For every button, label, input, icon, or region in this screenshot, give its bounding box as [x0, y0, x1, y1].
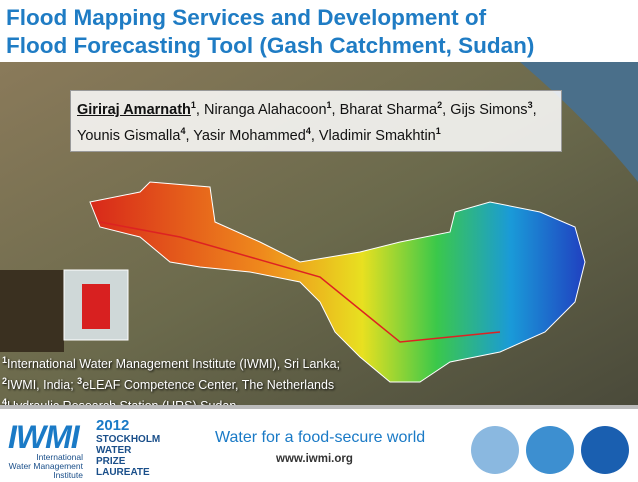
prize-line: 2012: [96, 417, 130, 434]
author-name: Giriraj Amarnath: [77, 101, 191, 118]
river: [99, 221, 501, 343]
inset-map: [82, 284, 110, 329]
logo-circles: [471, 426, 629, 474]
inset-photo: [0, 270, 64, 352]
affil-text: IWMI, India;: [7, 378, 78, 393]
author-name: Vladimir Smakhtin: [318, 127, 436, 144]
prize-line: STOCKHOLM: [96, 434, 161, 445]
author-affil: 2: [437, 100, 443, 110]
separator: ,: [331, 101, 336, 118]
affil-number: 1: [2, 355, 8, 365]
title-line: Flood Forecasting Tool (Gash Catchment, …: [6, 33, 535, 58]
sea: [520, 62, 638, 182]
url: www.iwmi.org: [276, 453, 353, 465]
affiliation-line: 1International Water Management Institut…: [2, 352, 340, 373]
logo: IWMI: [8, 419, 80, 455]
prize: 2012 STOCKHOLM WATER PRIZE LAUREATE: [96, 417, 160, 478]
tagline: Water for a food-secure world: [215, 429, 426, 446]
affil-number: 2: [2, 376, 8, 387]
author-affil: 1: [190, 100, 196, 110]
separator: ,: [195, 101, 200, 118]
logo-line: Institute: [53, 470, 83, 480]
author-name: Bharat Sharma: [339, 101, 438, 118]
separator: ,: [310, 127, 315, 144]
affil-text: eLEAF Competence Center, The Netherlands: [82, 378, 335, 393]
author-affil: 4: [305, 125, 311, 136]
author-name: Niranga Alahacoon: [203, 101, 327, 118]
affil-number: 3: [77, 376, 83, 387]
footer: IWMI International Water Management Instit…: [0, 405, 638, 482]
affiliation-line: 2IWMI, India; 3eLEAF Competence Center, …: [2, 373, 340, 394]
author-affil: 1: [435, 125, 441, 136]
prize-line: WATER: [96, 445, 132, 456]
author-name: Younis Gismalla: [77, 127, 181, 144]
title: Flood Mapping Services and Development o…: [6, 4, 534, 60]
separator: ,: [185, 127, 190, 144]
author-name: Gijs Simons: [450, 101, 528, 118]
separator: ,: [442, 101, 447, 118]
author-affil: 1: [326, 100, 332, 110]
prize-line: LAUREATE: [96, 467, 150, 478]
catchment: [89, 181, 586, 383]
title-line: Flood Mapping Services and Development o…: [6, 5, 487, 30]
author-affil: 3: [527, 100, 533, 110]
logo-text: International Water Management Institute: [8, 453, 83, 480]
affil-number: 4: [2, 397, 8, 408]
affil-text: International Water Management Institute…: [7, 357, 341, 372]
author-box: Giriraj Amarnath1, Niranga Alahacoon1, B…: [70, 90, 562, 152]
prize-line: PRIZE: [96, 456, 126, 467]
logo-line: International: [36, 452, 83, 462]
author-affil: 4: [180, 125, 186, 136]
logo-line: Water Management: [8, 461, 83, 471]
separator: ,: [532, 101, 537, 118]
author-name: Yasir Mohammed: [193, 127, 306, 144]
